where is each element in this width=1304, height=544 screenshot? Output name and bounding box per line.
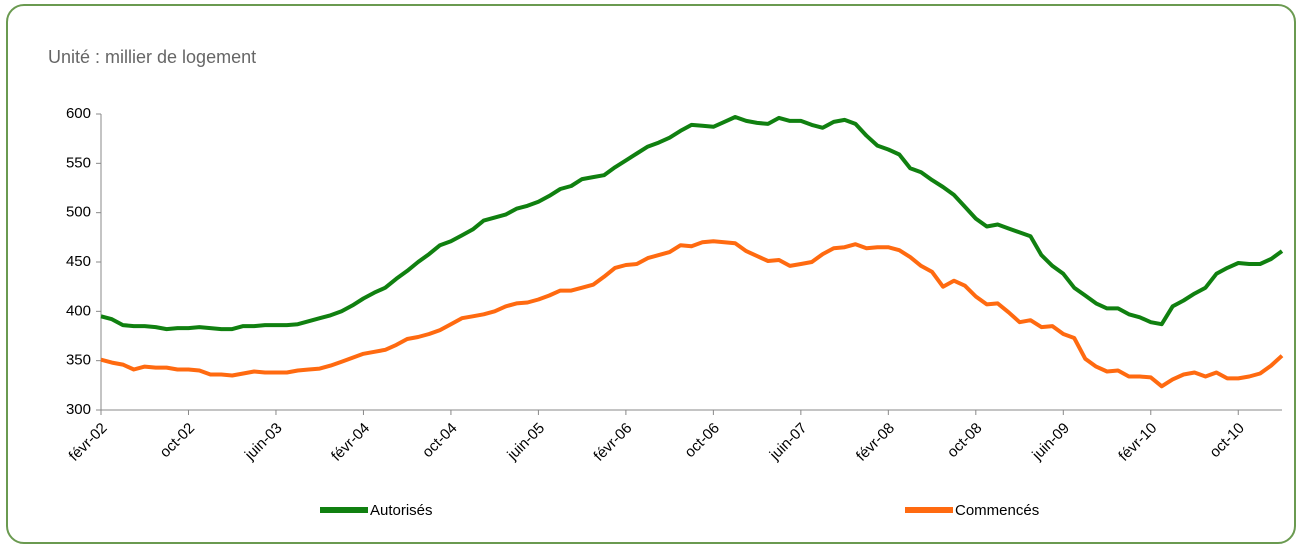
line-series xyxy=(100,115,1284,332)
x-tick-label: févr-10 xyxy=(1115,420,1160,465)
y-tick-label: 550 xyxy=(66,154,91,171)
y-tick-label: 400 xyxy=(66,302,91,319)
y-tick-label: 300 xyxy=(66,401,91,418)
y-tick-label: 350 xyxy=(66,352,91,369)
x-tick-label: févr-04 xyxy=(328,420,373,465)
x-tick-label: juin-07 xyxy=(766,420,811,465)
x-tick-label: oct-10 xyxy=(1206,420,1248,462)
x-tick-label: juin-03 xyxy=(241,420,286,465)
y-tick-label: 600 xyxy=(66,105,91,122)
x-tick-label: juin-09 xyxy=(1028,420,1073,465)
x-tick-label: oct-06 xyxy=(681,420,723,462)
chart: Unité : millier de logement 300 350 400 450… xyxy=(48,47,1284,519)
x-tick-label: oct-08 xyxy=(944,420,986,462)
x-tick-label: févr-02 xyxy=(66,420,111,465)
x-tick-label: févr-08 xyxy=(853,420,898,465)
y-tick-label: 450 xyxy=(66,253,91,270)
x-tick-label: févr-06 xyxy=(590,420,635,465)
chart-title: Unité : millier de logement xyxy=(48,47,256,67)
legend-label: Commencés xyxy=(955,502,1039,519)
x-tick-label: oct-04 xyxy=(419,420,461,462)
x-tick-label: juin-05 xyxy=(503,420,548,465)
legend-label: Autorisés xyxy=(370,502,433,519)
line-series xyxy=(100,239,1284,389)
x-tick-label: oct-02 xyxy=(157,420,199,462)
y-tick-label: 500 xyxy=(66,204,91,221)
